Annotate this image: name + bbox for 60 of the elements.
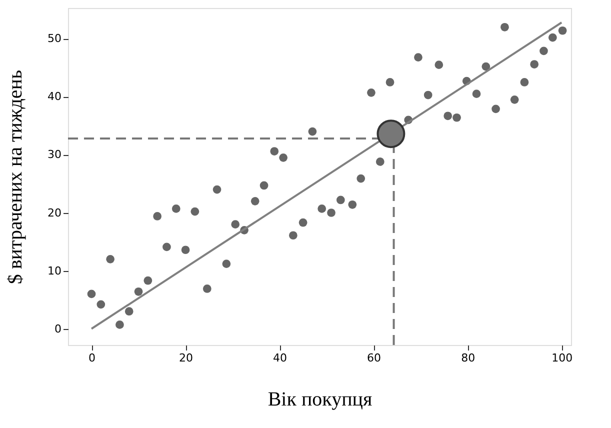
point (472, 90, 481, 98)
point (134, 287, 143, 296)
point (348, 200, 357, 209)
point (202, 284, 212, 293)
x-tick-label: 20 (179, 352, 194, 364)
point (172, 204, 180, 213)
point (250, 196, 260, 206)
point (530, 60, 539, 68)
point (558, 26, 567, 35)
point (452, 113, 461, 122)
point (520, 78, 529, 86)
point (260, 181, 268, 190)
point (424, 90, 432, 100)
point (367, 88, 376, 97)
point (270, 147, 279, 156)
x-tick-label: 100 (552, 352, 573, 364)
y-tick-label: 30 (48, 148, 62, 162)
x-tick-label: 60 (367, 352, 382, 364)
point (144, 276, 152, 285)
point (153, 212, 162, 220)
point (96, 300, 106, 309)
point (298, 218, 308, 227)
point (87, 290, 96, 298)
point (500, 22, 509, 32)
point (288, 231, 298, 240)
x-tick-label: 80 (461, 352, 476, 364)
point (444, 112, 452, 120)
point (124, 307, 134, 316)
y-tick-label: 0 (54, 322, 62, 336)
y-tick-label: 50 (48, 32, 62, 46)
point (414, 53, 422, 62)
point (376, 158, 384, 166)
point (386, 78, 394, 86)
point (212, 185, 222, 194)
point (162, 242, 171, 252)
point (336, 196, 345, 204)
point (548, 33, 557, 42)
x-tick-label: 40 (273, 352, 288, 364)
point (116, 320, 124, 329)
x-axis-title: Вік покупця (268, 388, 372, 410)
y-tick-label: 40 (48, 90, 62, 104)
point (318, 204, 326, 213)
y-tick-label: 20 (48, 206, 62, 220)
point (308, 127, 317, 136)
point (510, 95, 519, 104)
y-axis-title: $ витрачених на тиждень (4, 70, 27, 284)
point (482, 62, 490, 71)
point (327, 208, 336, 217)
point (231, 220, 240, 229)
point (356, 174, 366, 183)
y-tick-label: 10 (48, 264, 62, 278)
point (222, 260, 231, 268)
point (279, 153, 288, 162)
point (106, 254, 114, 264)
x-tick-label: 0 (88, 352, 96, 364)
point (190, 207, 200, 216)
point (434, 60, 444, 70)
point (181, 246, 190, 254)
point (492, 104, 500, 114)
point (540, 46, 548, 56)
